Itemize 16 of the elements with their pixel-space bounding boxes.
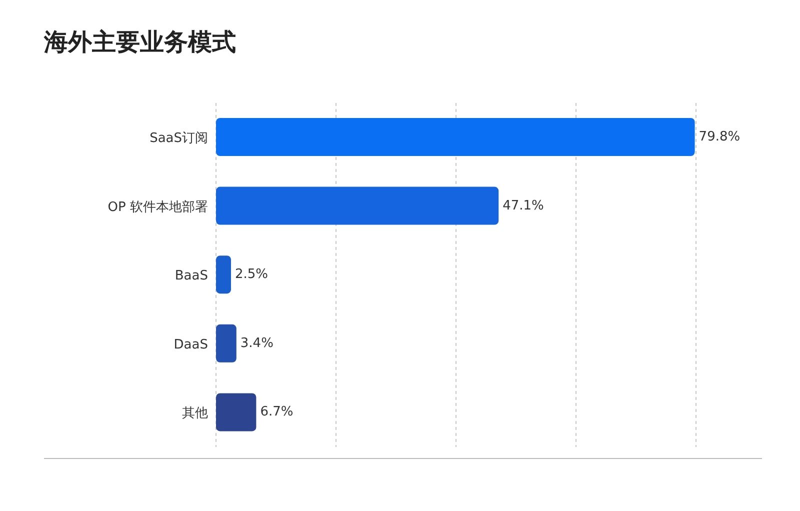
data-label: 3.4% — [240, 336, 274, 351]
chart-title: 海外主要业务模式 — [44, 27, 236, 58]
y-tick-label: 其他 — [182, 406, 208, 422]
data-label: 6.7% — [260, 404, 294, 420]
y-tick-label: OP 软件本地部署 — [108, 200, 208, 215]
data-label: 47.1% — [502, 198, 544, 214]
bar — [216, 324, 236, 362]
data-label: 2.5% — [235, 267, 268, 282]
bar — [216, 118, 695, 156]
bar — [216, 393, 256, 432]
y-tick-label: DaaS — [174, 337, 208, 352]
bar — [216, 256, 231, 294]
bar — [216, 186, 499, 225]
data-label: 79.8% — [698, 130, 740, 144]
y-tick-label: BaaS — [174, 268, 208, 284]
y-tick-label: SaaS订阅 — [150, 131, 208, 146]
